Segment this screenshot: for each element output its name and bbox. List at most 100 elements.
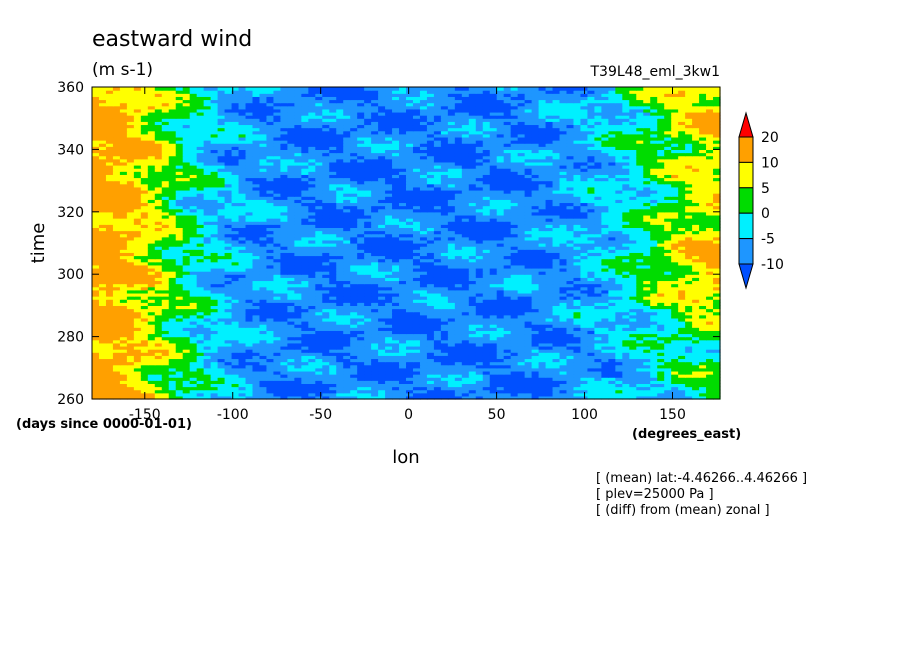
heatmap-cell <box>517 349 526 353</box>
heatmap-cell <box>399 330 407 335</box>
heatmap-cell <box>203 361 212 366</box>
heatmap-cell <box>664 267 672 272</box>
heatmap-cell <box>399 364 407 369</box>
heatmap-cell <box>406 327 414 331</box>
heatmap-cell <box>406 339 414 344</box>
heatmap-cell <box>329 224 337 228</box>
heatmap-cell <box>147 392 156 397</box>
heatmap-cell <box>636 258 644 263</box>
heatmap-cell <box>503 233 512 238</box>
heatmap-cell <box>692 246 700 250</box>
heatmap-cell <box>482 336 491 341</box>
heatmap-cell <box>392 264 400 269</box>
heatmap-cell <box>203 367 212 372</box>
heatmap-cell <box>217 308 226 313</box>
heatmap-cell <box>336 255 344 260</box>
heatmap-cell <box>161 355 170 360</box>
heatmap-cell <box>517 352 526 356</box>
heatmap-cell <box>315 255 323 260</box>
heatmap-cell <box>517 246 526 250</box>
heatmap-cell <box>713 264 721 269</box>
heatmap-cell <box>266 358 275 363</box>
heatmap-cell <box>636 249 644 253</box>
heatmap-cell <box>594 261 602 266</box>
heatmap-cell <box>259 377 268 381</box>
heatmap-cell <box>706 271 714 275</box>
heatmap-cell <box>259 299 268 303</box>
heatmap-cell <box>643 255 651 260</box>
heatmap-cell <box>147 267 156 272</box>
heatmap-cell <box>685 345 693 350</box>
heatmap-cell <box>315 364 323 369</box>
heatmap-cell <box>259 308 268 313</box>
heatmap-cell <box>552 277 561 282</box>
heatmap-cell <box>126 258 135 263</box>
heatmap-cell <box>601 258 609 263</box>
heatmap-cell <box>643 233 651 238</box>
heatmap-cell <box>664 277 672 282</box>
heatmap-cell <box>503 321 512 325</box>
heatmap-cell <box>580 274 589 278</box>
heatmap-cell <box>587 252 595 257</box>
heatmap-cell <box>566 364 575 369</box>
heatmap-cell <box>636 271 644 275</box>
heatmap-cell <box>210 321 219 325</box>
heatmap-cell <box>112 274 121 278</box>
heatmap-cell <box>664 330 672 335</box>
heatmap-cell <box>133 324 142 328</box>
heatmap-cell <box>706 239 714 244</box>
heatmap-cell <box>259 239 268 244</box>
heatmap-cell <box>182 342 191 347</box>
heatmap-cell <box>552 311 561 316</box>
heatmap-cell <box>287 386 295 391</box>
heatmap-cell <box>112 314 121 319</box>
heatmap-cell <box>440 392 449 397</box>
heatmap-cell <box>189 246 198 250</box>
heatmap-cell <box>308 327 316 331</box>
heatmap-cell <box>343 289 351 294</box>
heatmap-cell <box>154 264 163 269</box>
heatmap-cell <box>517 336 526 341</box>
heatmap-cell <box>594 380 602 384</box>
heatmap-cell <box>664 361 672 366</box>
heatmap-cell <box>308 302 316 306</box>
heatmap-cell <box>182 224 191 228</box>
heatmap-cell <box>98 336 107 341</box>
heatmap-cell <box>489 289 498 294</box>
heatmap-cell <box>482 230 491 235</box>
heatmap-cell <box>119 264 128 269</box>
heatmap-cell <box>126 358 135 363</box>
heatmap-cell <box>587 324 595 328</box>
heatmap-cell <box>175 227 184 232</box>
heatmap-cell <box>559 342 568 347</box>
heatmap-cell <box>371 271 379 275</box>
heatmap-cell <box>406 317 414 322</box>
heatmap-cell <box>629 227 637 232</box>
heatmap-cell <box>168 264 177 269</box>
heatmap-cell <box>357 236 365 241</box>
heatmap-cell <box>336 355 344 360</box>
heatmap-cell <box>566 367 575 372</box>
heatmap-cell <box>189 330 198 335</box>
heatmap-cell <box>301 296 309 300</box>
heatmap-cell <box>419 311 428 316</box>
heatmap-cell <box>231 349 240 353</box>
heatmap-cell <box>594 355 602 360</box>
heatmap-cell <box>203 258 212 263</box>
heatmap-cell <box>713 383 721 388</box>
heatmap-cell <box>399 358 407 363</box>
heatmap-cell <box>140 296 149 300</box>
heatmap-cell <box>538 236 547 241</box>
heatmap-cell <box>371 243 379 247</box>
heatmap-cell <box>503 330 512 335</box>
heatmap-cell <box>447 252 456 257</box>
heatmap-cell <box>594 317 602 322</box>
heatmap-cell <box>378 389 386 394</box>
heatmap-cell <box>357 333 365 338</box>
heatmap-cell <box>399 374 407 378</box>
heatmap-cell <box>531 267 540 272</box>
heatmap-cell <box>168 386 177 391</box>
heatmap-cell <box>419 352 428 356</box>
heatmap-cell <box>692 289 700 294</box>
heatmap-cell <box>657 377 665 381</box>
